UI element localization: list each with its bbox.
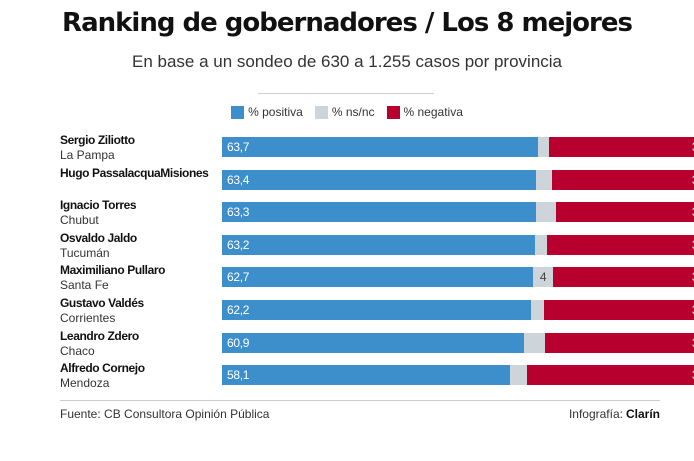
title-divider [258, 93, 434, 94]
bar-segment-neutral [535, 202, 557, 223]
legend-swatch-positive [231, 105, 245, 119]
bar-segment-positive [222, 300, 531, 320]
data-label-positive: 58,1 [227, 368, 250, 383]
credit-brand: Clarín [625, 407, 660, 421]
bar-segment-negative [543, 300, 694, 320]
bar-segment-negative [545, 332, 694, 353]
bar-segment-positive [222, 137, 538, 157]
stacked-bar: 58,1 38,6 [222, 365, 694, 386]
data-label-positive: 63,4 [227, 172, 250, 187]
bar-segment-neutral [536, 169, 552, 190]
stacked-bar: 60,9 34,8 [222, 332, 694, 353]
footer-divider [60, 400, 660, 401]
legend-label-negative: % negativa [403, 105, 463, 119]
governor-name: Osvaldo Jaldo [60, 230, 137, 245]
bar-segment-positive [222, 169, 537, 190]
province-name: Tucumán [60, 245, 110, 260]
legend-item-negative: % negativa [386, 105, 463, 119]
data-label-positive: 63,7 [227, 140, 250, 154]
data-label-positive: 60,9 [227, 335, 250, 350]
governor-name: Maximiliano Pullaro [60, 263, 166, 278]
governor-name: Hugo PassalacquaMisiones [60, 165, 209, 180]
data-label-negative: 33,3 [692, 270, 694, 284]
stacked-bar: 63,2 34,5 [222, 234, 694, 255]
bar-segment-negative [546, 234, 694, 255]
credit-note: Infografía: Clarín [569, 407, 660, 421]
data-label-negative: 33,5 [692, 173, 694, 187]
bar-segment-neutral [530, 300, 544, 320]
chart-row: Hugo PassalacquaMisiones 63,4 33,5 [60, 164, 694, 196]
stacked-bar: 63,3 32,6 [222, 202, 694, 223]
governor-name: Ignacio Torres [60, 198, 137, 213]
bar-segment-negative [548, 137, 694, 157]
province-name: Corrientes [60, 311, 116, 325]
credit-prefix: Infografía: [568, 407, 623, 421]
data-label-positive: 63,3 [227, 205, 250, 220]
legend-item-neutral: % ns/nc [314, 105, 375, 119]
data-label-negative: 35,1 [692, 303, 694, 317]
source-note: Fuente: CB Consultora Opinión Pública [60, 407, 270, 421]
data-label-positive: 62,7 [227, 270, 250, 285]
bar-segment-neutral [532, 267, 553, 288]
legend-label-neutral: % ns/nc [331, 105, 375, 119]
legend-swatch-negative [386, 105, 400, 119]
bar-segment-positive [222, 202, 536, 223]
legend-item-positive: % positiva [231, 105, 303, 119]
bar-segment-neutral [510, 365, 527, 386]
province-name: La Pampa [60, 148, 115, 162]
data-label-positive: 63,2 [227, 237, 250, 252]
bar-segment-negative [552, 267, 694, 288]
data-label-negative: 34,8 [692, 336, 694, 350]
bar-segment-positive [222, 267, 533, 288]
province-name: Chubut [60, 213, 99, 228]
bar-segment-negative [556, 202, 694, 223]
data-label-neutral: 4 [539, 270, 547, 285]
stacked-bar: 63,7 34,1 [222, 137, 694, 157]
stacked-bar: 62,2 35,1 [222, 300, 694, 320]
data-label-negative: 34,1 [692, 140, 694, 154]
data-label-negative: 38,6 [692, 368, 694, 382]
bar-segment-negative [526, 365, 694, 386]
province-name: Santa Fe [60, 278, 109, 293]
bar-segment-neutral [537, 137, 549, 157]
bar-segment-positive [222, 365, 511, 386]
province-name: Chaco [60, 343, 95, 358]
bar-segment-positive [222, 234, 536, 255]
data-label-positive: 62,2 [227, 303, 250, 317]
bar-segment-neutral [524, 332, 546, 353]
data-label-negative: 32,6 [692, 205, 694, 219]
governor-name: Leandro Zdero [60, 328, 139, 343]
legend: % positiva % ns/nc % negativa [0, 105, 694, 119]
bar-segment-neutral [535, 234, 547, 255]
stacked-bar: 62,7 4 33,3 [222, 267, 694, 288]
stacked-bar: 63,4 33,5 [222, 169, 694, 190]
chart-subtitle: En base a un sondeo de 630 a 1.255 casos… [131, 52, 563, 71]
legend-swatch-neutral [314, 105, 328, 119]
governor-name: Gustavo Valdés [60, 296, 144, 310]
chart-title: Ranking de gobernadores / Los 8 mejores [62, 8, 633, 38]
governor-name: Alfredo Cornejo [60, 361, 145, 376]
governor-name: Sergio Ziliotto [60, 133, 135, 147]
bar-segment-negative [551, 169, 694, 190]
bar-segment-positive [222, 332, 525, 353]
legend-label-positive: % positiva [248, 105, 303, 119]
province-name: Mendoza [60, 376, 110, 391]
data-label-negative: 34,5 [692, 238, 694, 252]
